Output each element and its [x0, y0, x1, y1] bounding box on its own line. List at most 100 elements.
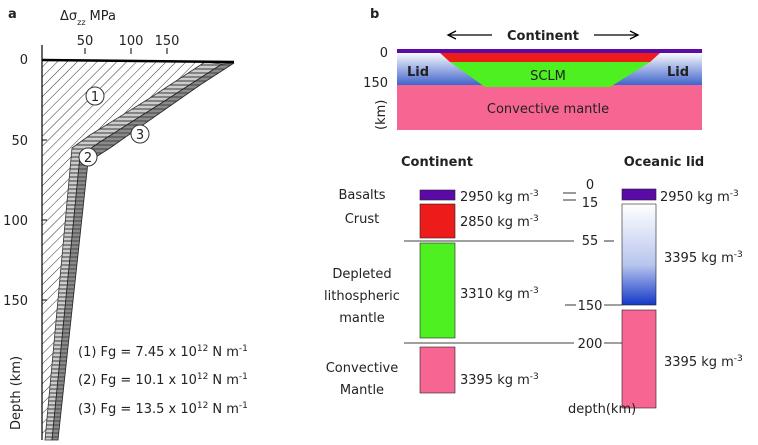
depth-tick-label: 100 [3, 214, 28, 229]
layer-name: Convective [326, 361, 399, 376]
layer-name: lithospheric [324, 289, 400, 304]
layer-name-part: Convective [326, 361, 399, 376]
panel-label-part: a [8, 7, 17, 22]
section-depth: 150 [363, 76, 388, 91]
depth-label: 200 [578, 337, 603, 352]
density-label-part: 2950 kg m [660, 190, 730, 205]
density-label-part: -3 [530, 189, 539, 199]
oceanic-column [622, 189, 656, 408]
layer-name-part: Depleted [332, 267, 391, 282]
panel-label: b [370, 7, 379, 22]
layer-name: Basalts [338, 188, 385, 203]
legend-entry-part: N m [212, 345, 239, 360]
lid-label-part: Lid [407, 65, 429, 80]
crust [440, 53, 660, 62]
curve-label-part: 1 [91, 90, 99, 105]
legend-entry-part: -1 [239, 344, 248, 354]
depth-tick-label: 150 [3, 294, 28, 309]
section-title-part: Continent [507, 29, 579, 44]
section-depth-unit-part: (km) [374, 100, 389, 130]
density-label-part: 2950 kg m [460, 190, 530, 205]
legend-entry-part: -1 [239, 372, 248, 382]
density-label-part: 3395 kg m [664, 251, 734, 266]
legend-entry: (3) Fg = 13.5 x 1012N m-1 [78, 401, 248, 417]
mantle-label: Convective mantle [487, 102, 609, 117]
depth-label: 150 [578, 299, 603, 314]
panel-label-part: b [370, 7, 379, 22]
density-label: 3395 kg m-3 [664, 250, 743, 266]
density-label-part: -3 [530, 372, 539, 382]
depth-label: 15 [582, 196, 599, 211]
continent-column [420, 190, 455, 393]
layer-name-part: Crust [345, 212, 380, 227]
top-tick-label: 150 [155, 34, 180, 49]
column-title: Continent [401, 155, 473, 170]
depth-tick-label-part: 150 [3, 294, 28, 309]
column-title-part: Continent [401, 155, 473, 170]
stress-axis-title-part: Δσ [60, 9, 77, 24]
depth-tick-label-part: 0 [20, 53, 28, 68]
depth-unit: depth(km) [568, 402, 636, 417]
depth-tick-label-part: 50 [11, 134, 28, 149]
top-tick-label-part: 50 [77, 34, 94, 49]
legend-entry-part: (1) Fg = 7.45 x 10 [78, 345, 197, 360]
section-title: Continent [507, 29, 579, 44]
stress-axis-title: Δσzz MPa [60, 9, 116, 27]
legend-entry-part: 12 [197, 372, 208, 382]
legend-entry-part: 12 [197, 344, 208, 354]
depth-label: 0 [586, 178, 594, 193]
top-tick-label: 100 [119, 34, 144, 49]
legend-entry-part: 12 [197, 401, 208, 411]
density-label-part: 3395 kg m [460, 373, 530, 388]
stress-axis-title-part: MPa [90, 9, 116, 24]
layer-name-part: mantle [339, 311, 385, 326]
density-label-part: -3 [734, 354, 743, 364]
legend-entry: (1) Fg = 7.45 x 1012 N m-1 [78, 344, 248, 360]
top-tick-label-part: 100 [119, 34, 144, 49]
depth-label-part: 150 [578, 299, 603, 314]
stress-axis-title-part: zz [77, 18, 85, 27]
legend-entry: (2) Fg = 10.1 x 1012 N m-1 [78, 372, 248, 388]
depth-tick-label-part: 100 [3, 214, 28, 229]
layer-name-part: Basalts [338, 188, 385, 203]
depth-label-part: 55 [582, 234, 599, 249]
legend-entry-part: (2) Fg = 10.1 x 10 [78, 373, 197, 388]
section-depth-unit: (km) [374, 100, 389, 130]
depth-tick-label: 0 [20, 53, 28, 68]
layer-name: mantle [339, 311, 385, 326]
depth-label-part: 15 [582, 196, 599, 211]
curve-label-part: 3 [136, 128, 144, 143]
depth-label: 55 [582, 234, 599, 249]
density-label: 3395 kg m-3 [664, 354, 743, 370]
legend-entry-part: -1 [239, 401, 248, 411]
legend-entry-part: N m [212, 373, 239, 388]
layer-name: Mantle [340, 383, 384, 398]
density-label: 3310 kg m-3 [460, 286, 539, 302]
lid-label: Lid [667, 65, 689, 80]
panel-label: a [8, 7, 17, 22]
density-label-part: -3 [530, 286, 539, 296]
mantle-label-part: Convective mantle [487, 102, 609, 117]
curve-label: 2 [84, 151, 92, 166]
legend-entry-part: (3) Fg = 13.5 x 10 [78, 402, 197, 417]
sclm-label-part: SCLM [530, 69, 566, 84]
depth-axis-title: Depth (km) [9, 356, 24, 430]
density-label-part: 3395 kg m [664, 355, 734, 370]
density-label-part: -3 [530, 214, 539, 224]
layer-name: Crust [345, 212, 380, 227]
layer-name-part: lithospheric [324, 289, 400, 304]
section-depth-part: 150 [363, 76, 388, 91]
top-tick-label-part: 150 [155, 34, 180, 49]
density-label-part: -3 [730, 189, 739, 199]
depth-unit-part: depth(km) [568, 402, 636, 417]
depth-tick-label: 50 [11, 134, 28, 149]
column-title: Oceanic lid [624, 155, 705, 170]
section-depth: 0 [380, 46, 388, 61]
density-label: 2950 kg m-3 [660, 189, 739, 205]
density-label: 3395 kg m-3 [460, 372, 539, 388]
lid-label-part: Lid [667, 65, 689, 80]
sclm-label: SCLM [530, 69, 566, 84]
top-tick-label: 50 [77, 34, 94, 49]
depth-label-part: 0 [586, 178, 594, 193]
density-label-part: 3310 kg m [460, 287, 530, 302]
